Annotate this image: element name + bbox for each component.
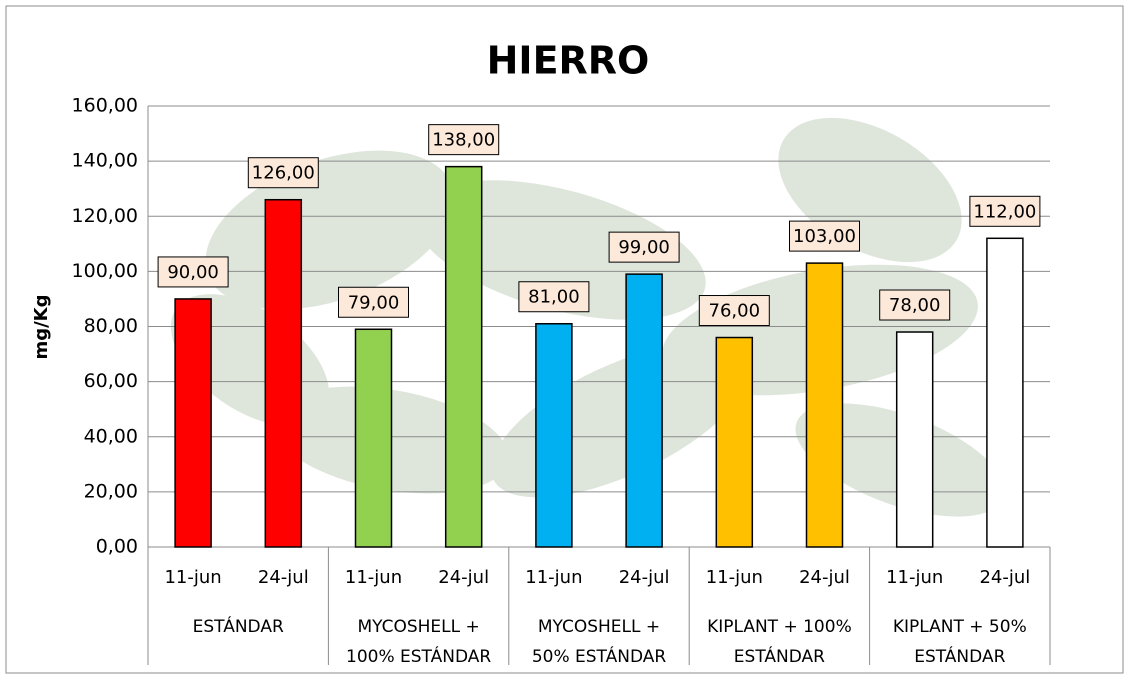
data-label: 76,00 xyxy=(709,301,761,322)
group-label: ESTÁNDAR xyxy=(914,645,1005,667)
chart-title: HIERRO xyxy=(487,39,650,83)
x-tick-label: 11-jun xyxy=(345,567,402,588)
bar xyxy=(536,324,572,547)
bar xyxy=(807,263,843,547)
bar xyxy=(626,274,662,547)
y-tick-label: 20,00 xyxy=(84,480,138,502)
data-label: 126,00 xyxy=(252,163,315,184)
group-label: KIPLANT + 50% xyxy=(893,617,1027,637)
bar xyxy=(716,338,752,547)
group-label: ESTÁNDAR xyxy=(193,615,284,637)
group-label: 100% ESTÁNDAR xyxy=(346,645,491,667)
y-tick-label: 0,00 xyxy=(96,536,138,558)
data-label: 79,00 xyxy=(348,292,400,313)
y-tick-label: 100,00 xyxy=(72,260,138,282)
data-label: 138,00 xyxy=(432,130,495,151)
bar xyxy=(446,167,482,547)
x-tick-label: 24-jul xyxy=(979,567,1030,588)
data-label: 112,00 xyxy=(973,201,1036,222)
bar xyxy=(175,299,211,547)
data-label: 103,00 xyxy=(793,226,856,247)
x-tick-label: 24-jul xyxy=(258,567,309,588)
data-label: 99,00 xyxy=(618,237,670,258)
data-label: 81,00 xyxy=(528,287,580,308)
y-tick-label: 60,00 xyxy=(84,370,138,392)
bar xyxy=(987,238,1023,547)
data-label: 90,00 xyxy=(167,262,219,283)
bar xyxy=(897,332,933,547)
y-tick-label: 80,00 xyxy=(84,315,138,337)
y-tick-label: 40,00 xyxy=(84,425,138,447)
x-tick-label: 24-jul xyxy=(799,567,850,588)
x-tick-label: 11-jun xyxy=(164,567,221,588)
group-label: 50% ESTÁNDAR xyxy=(532,645,667,667)
group-label: MYCOSHELL + xyxy=(538,617,660,637)
y-axis-label: mg/Kg xyxy=(31,294,52,359)
group-label: MYCOSHELL + xyxy=(357,617,479,637)
chart: HIERRO mg/Kg 0,00 20,00 40,00 60,00 80,00 100… xyxy=(0,0,1129,679)
x-tick-label: 11-jun xyxy=(886,567,943,588)
y-tick-label: 120,00 xyxy=(72,205,138,227)
y-tick-label: 160,00 xyxy=(72,95,138,117)
x-tick-label: 24-jul xyxy=(619,567,670,588)
data-label: 78,00 xyxy=(889,295,941,316)
x-tick-label: 24-jul xyxy=(438,567,489,588)
y-tick-label: 140,00 xyxy=(72,150,138,172)
group-label: KIPLANT + 100% xyxy=(707,617,852,637)
x-tick-label: 11-jun xyxy=(525,567,582,588)
group-label: ESTÁNDAR xyxy=(734,645,825,667)
bar xyxy=(356,329,392,547)
bar xyxy=(265,200,301,547)
x-tick-label: 11-jun xyxy=(706,567,763,588)
